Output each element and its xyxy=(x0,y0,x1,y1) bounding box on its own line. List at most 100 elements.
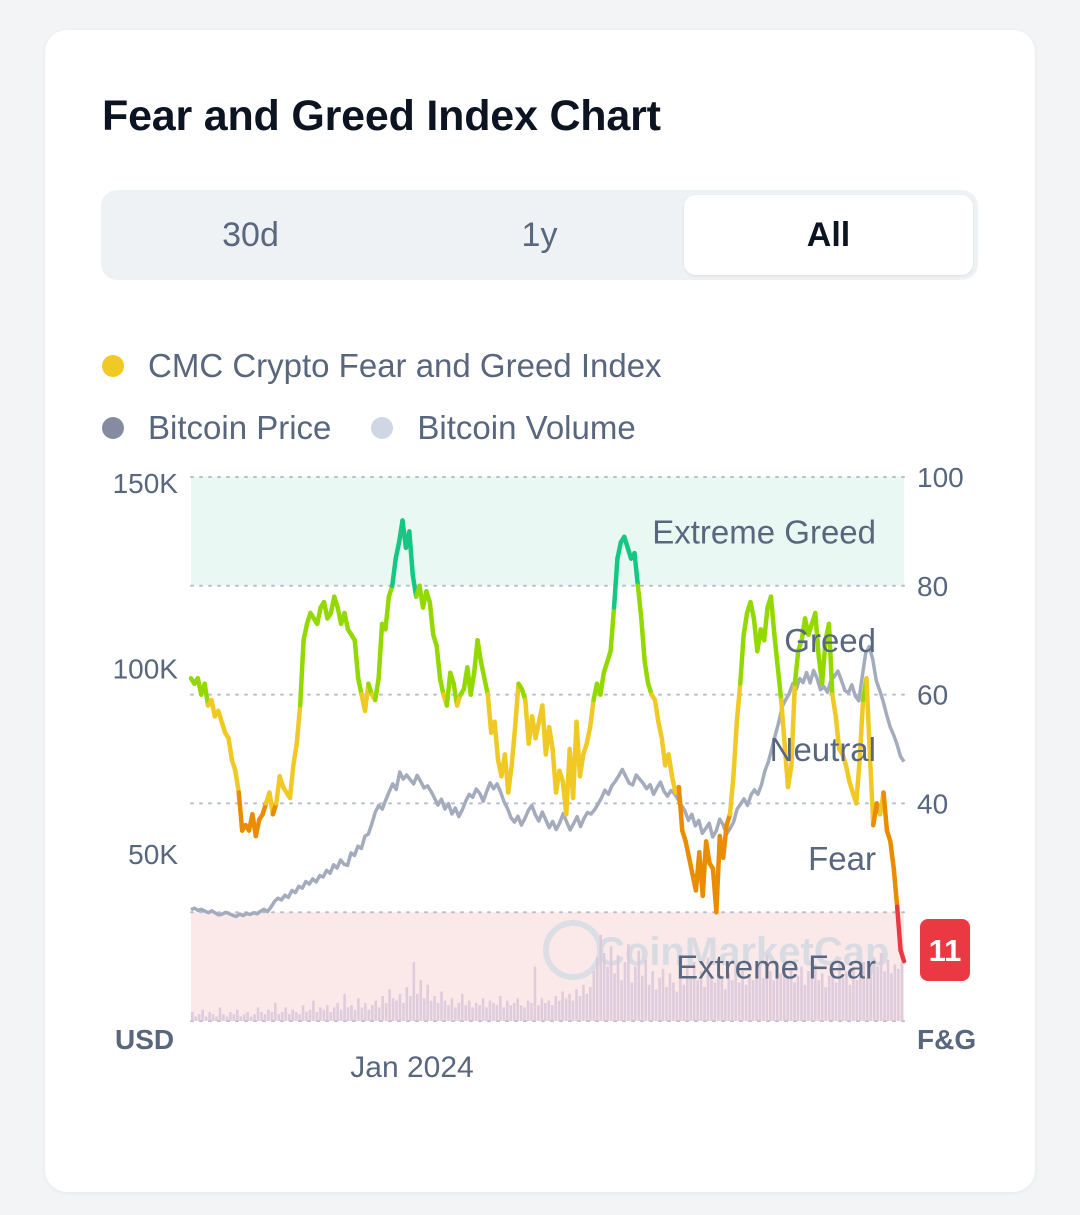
volume-bar xyxy=(758,959,762,1021)
zone-label-neutral: Neutral xyxy=(770,731,876,768)
volume-bar xyxy=(865,977,869,1021)
fear-greed-line-segment xyxy=(813,610,821,659)
volume-bar xyxy=(460,993,464,1021)
volume-bar xyxy=(201,1009,204,1021)
fear-greed-line-segment xyxy=(632,550,641,589)
volume-bar xyxy=(616,955,620,1021)
fear-greed-line-segment xyxy=(297,637,306,708)
volume-bar xyxy=(883,971,886,1021)
fear-greed-line-segment xyxy=(864,676,873,757)
fear-greed-line-segment xyxy=(894,904,903,953)
volume-bar xyxy=(803,984,807,1021)
tab-1y[interactable]: 1y xyxy=(521,215,558,254)
volume-bar xyxy=(208,1011,211,1021)
fear-greed-line-segment xyxy=(891,866,900,910)
volume-bar xyxy=(620,980,623,1021)
fear-greed-line-segment xyxy=(468,670,477,697)
volume-bar xyxy=(724,989,727,1021)
volume-bar xyxy=(204,1016,208,1021)
volume-bar xyxy=(426,984,429,1021)
fear-greed-line-segment xyxy=(727,773,736,817)
fear-greed-line-segment xyxy=(830,692,839,719)
fear-greed-line-segment xyxy=(393,540,402,561)
fear-greed-line-segment xyxy=(482,676,491,697)
volume-bar xyxy=(703,987,706,1021)
fear-greed-line-segment xyxy=(656,719,665,741)
fear-greed-line-segment xyxy=(506,763,514,795)
volume-bar xyxy=(651,971,654,1021)
zone-label-extreme-fear: Extreme Fear xyxy=(676,949,876,986)
volume-bar xyxy=(595,957,599,1021)
fear-greed-line-segment xyxy=(587,697,596,730)
volume-bar xyxy=(191,1011,194,1021)
bitcoin-price-line xyxy=(190,644,906,919)
fear-greed-line-segment xyxy=(352,637,361,681)
volume-bar xyxy=(530,1002,533,1021)
current-value-text: 11 xyxy=(929,933,962,968)
card-title: Fear and Greed Index Chart xyxy=(102,92,661,140)
volume-bar xyxy=(696,980,699,1021)
legend-item-bitcoin-volume[interactable]: Bitcoin Volume xyxy=(371,409,636,447)
volume-bar xyxy=(872,957,876,1021)
volume-bar xyxy=(343,993,346,1021)
volume-bar xyxy=(717,968,720,1021)
volume-bar xyxy=(301,1005,305,1021)
fear-greed-line-segment xyxy=(478,659,487,681)
volume-bar xyxy=(841,977,845,1021)
volume-bar xyxy=(568,993,571,1021)
fear-greed-line-segment xyxy=(434,643,443,681)
tab-30d[interactable]: 30d xyxy=(222,215,279,254)
fear-greed-line-segment xyxy=(294,703,303,746)
fear-greed-line-segment xyxy=(314,605,323,627)
volume-bar xyxy=(467,1000,471,1021)
volume-bar xyxy=(852,966,855,1021)
legend-item-bitcoin-price[interactable]: Bitcoin Price xyxy=(102,409,331,447)
volume-bar xyxy=(675,991,679,1021)
fear-greed-line-segment xyxy=(437,676,446,697)
volume-bar xyxy=(810,977,814,1021)
fear-greed-line-segment xyxy=(226,735,235,763)
volume-bar xyxy=(606,966,609,1021)
volume-bar xyxy=(280,1011,284,1021)
volume-bar xyxy=(305,1011,308,1021)
volume-bar xyxy=(319,1007,322,1021)
volume-bar xyxy=(499,996,502,1021)
fear-greed-line-segment xyxy=(485,692,494,735)
fear-greed-line-segment xyxy=(598,670,607,697)
volume-bar xyxy=(793,982,796,1021)
volume-bar xyxy=(443,1000,447,1021)
volume-bar xyxy=(235,1009,239,1021)
volume-bar xyxy=(571,1000,575,1021)
volume-bar xyxy=(433,996,436,1021)
volume-bar xyxy=(402,1002,405,1021)
volume-bar xyxy=(336,1002,339,1021)
volume-bar xyxy=(727,973,731,1021)
volume-bar xyxy=(779,973,782,1021)
volume-bar xyxy=(879,953,883,1021)
volume-bar xyxy=(744,984,748,1021)
volume-bar xyxy=(388,989,391,1021)
volume-bar xyxy=(748,975,751,1021)
volume-bar xyxy=(346,1007,350,1021)
volume-bar xyxy=(298,1014,301,1021)
volume-bar xyxy=(800,966,803,1021)
fear-greed-line-segment xyxy=(792,648,801,686)
fear-greed-line-segment xyxy=(355,676,364,697)
fear-greed-line-segment xyxy=(546,724,555,752)
right-axis-label: F&G xyxy=(917,1024,976,1055)
fear-greed-line-segment xyxy=(301,621,310,643)
volume-bar xyxy=(364,1002,367,1021)
volume-bar xyxy=(689,977,693,1021)
left-axis-label: USD xyxy=(115,1024,174,1055)
tab-all[interactable]: All xyxy=(684,195,973,275)
volume-bar xyxy=(492,1002,495,1021)
volume-bar xyxy=(194,1016,198,1021)
fear-greed-line-segment xyxy=(635,583,644,621)
legend-item-fear-greed[interactable]: CMC Crypto Fear and Greed Index xyxy=(102,347,662,385)
volume-bar xyxy=(253,1014,256,1021)
volume-bar xyxy=(478,1005,481,1021)
volume-bar xyxy=(357,998,360,1021)
volume-bar xyxy=(485,1007,488,1021)
fear-greed-line-segment xyxy=(819,637,828,686)
